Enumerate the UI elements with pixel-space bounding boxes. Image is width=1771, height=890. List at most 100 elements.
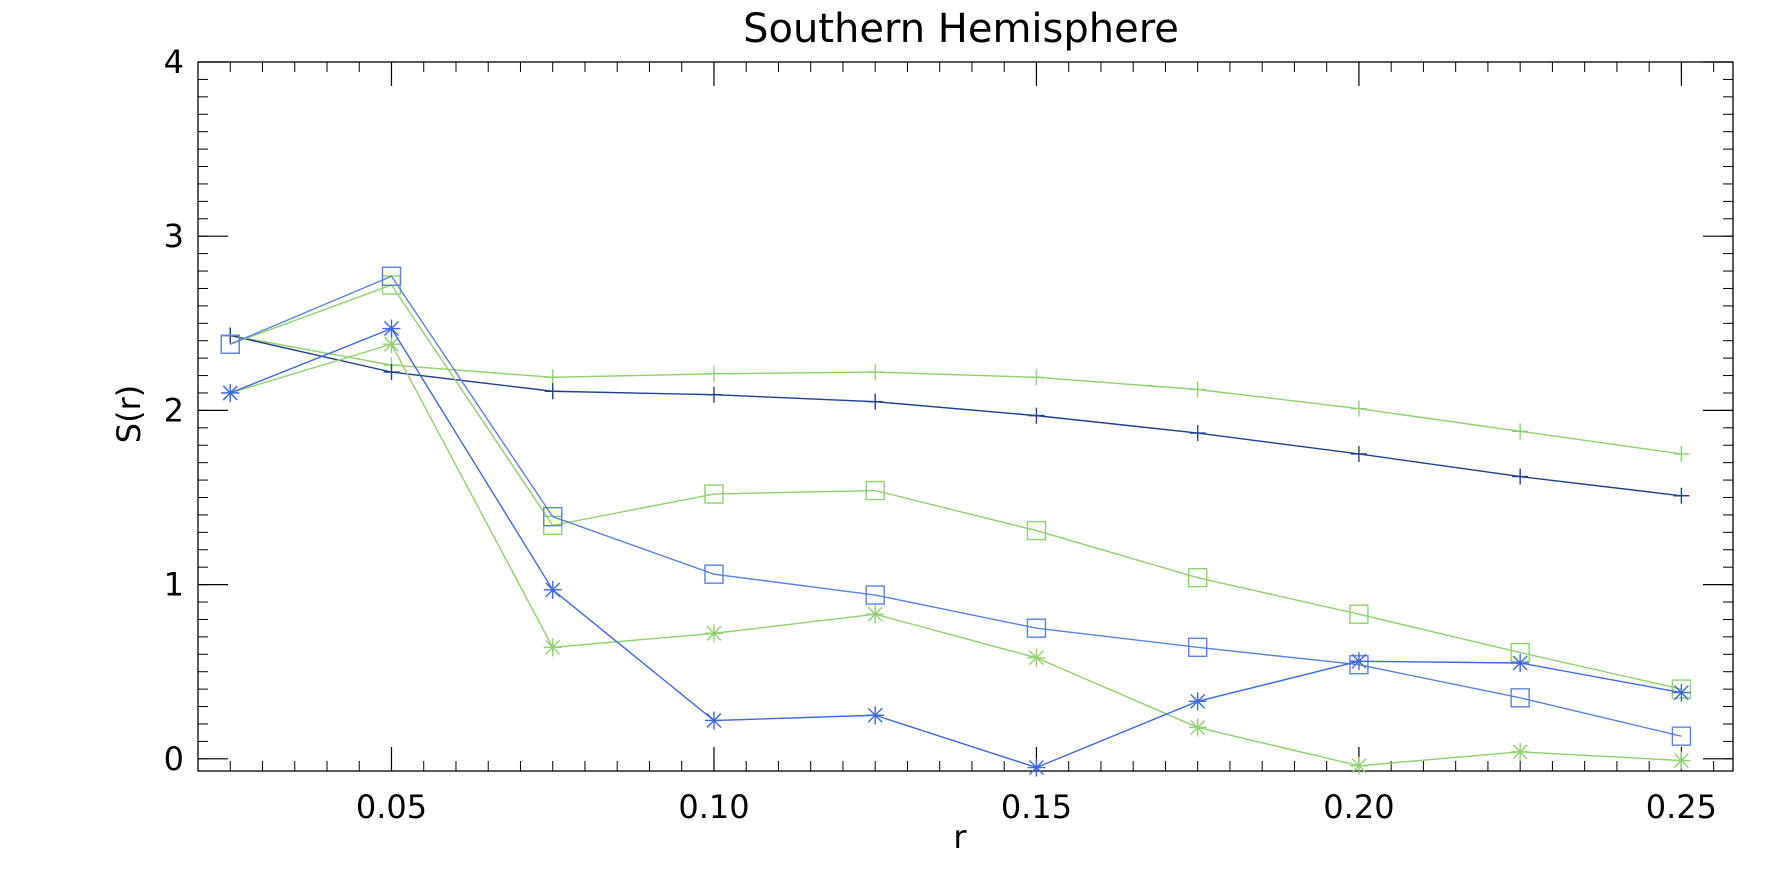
series-4	[221, 335, 1691, 775]
chart-title: Southern Hemisphere	[743, 6, 1179, 52]
marker-square	[704, 484, 724, 504]
data-point-plus	[1350, 445, 1367, 462]
marker-square	[865, 585, 885, 605]
marker-stroke	[1673, 685, 1689, 701]
x-tick-label: 0.20	[1323, 788, 1394, 826]
x-axis-label: r	[953, 818, 967, 856]
data-point-plus	[544, 383, 561, 400]
data-point-asterisk	[704, 711, 723, 730]
y-tick-label: 2	[164, 391, 184, 429]
series-layer	[220, 266, 1692, 777]
y-tick-label: 0	[164, 740, 184, 778]
data-point-asterisk	[866, 605, 885, 624]
marker-stroke	[1351, 758, 1367, 774]
data-point-plus	[1189, 425, 1206, 442]
data-point-asterisk	[382, 319, 401, 338]
series-line	[230, 334, 1682, 455]
y-tick-label: 4	[164, 43, 184, 81]
marker-stroke	[867, 707, 883, 723]
marker-stroke	[1512, 744, 1528, 760]
data-point-square	[1026, 520, 1047, 541]
marker-square	[704, 564, 724, 584]
data-point-square	[1187, 637, 1208, 658]
data-point-asterisk	[382, 335, 401, 354]
data-point-asterisk	[1511, 653, 1530, 672]
marker-stroke	[545, 639, 561, 655]
series-3	[220, 266, 1692, 746]
marker-stroke	[1512, 655, 1528, 671]
marker-square	[1026, 520, 1047, 541]
y-axis-label: S(r)	[110, 385, 148, 443]
data-point-asterisk	[866, 706, 885, 725]
marker-stroke	[1028, 650, 1044, 666]
marker-square	[220, 334, 240, 354]
series-line	[229, 327, 1682, 769]
marker-square	[1187, 637, 1208, 658]
marker-stroke	[1190, 719, 1206, 735]
data-point-asterisk	[1511, 742, 1530, 761]
data-point-asterisk	[221, 383, 240, 402]
data-point-square	[1510, 688, 1530, 708]
data-point-asterisk	[1349, 652, 1368, 671]
data-point-square	[1349, 604, 1369, 624]
data-point-square	[865, 585, 885, 605]
series-1	[222, 327, 1690, 504]
marker-square	[543, 506, 563, 527]
x-tick-label: 0.10	[678, 788, 749, 826]
marker-square	[1510, 688, 1530, 708]
marker-stroke	[1351, 653, 1367, 669]
series-line	[230, 284, 1682, 690]
series-0	[222, 327, 1690, 462]
data-point-asterisk	[1349, 756, 1368, 775]
series-5	[221, 319, 1691, 777]
data-point-asterisk	[543, 580, 562, 599]
marker-stroke	[383, 321, 399, 337]
data-point-square	[704, 564, 724, 584]
data-point-plus	[1512, 468, 1529, 485]
data-point-plus	[1028, 369, 1045, 386]
data-point-asterisk	[1027, 648, 1046, 667]
data-point-plus	[1189, 381, 1206, 398]
marker-stroke	[1190, 693, 1206, 709]
marker-stroke	[222, 385, 238, 401]
y-tick-label: 1	[164, 566, 184, 604]
data-point-plus	[867, 364, 884, 381]
data-point-asterisk	[543, 638, 562, 657]
marker-stroke	[706, 712, 722, 728]
data-point-asterisk	[1672, 751, 1691, 770]
marker-stroke	[867, 606, 883, 622]
x-tick-label: 0.05	[356, 788, 427, 826]
data-point-square	[1187, 567, 1208, 588]
series-2	[220, 275, 1692, 699]
data-point-asterisk	[1027, 758, 1046, 777]
plot-frame	[197, 61, 1734, 772]
data-point-plus	[383, 364, 400, 381]
data-point-plus	[544, 369, 561, 386]
data-point-plus	[1673, 487, 1690, 504]
marker-stroke	[383, 336, 399, 352]
marker-square	[1187, 567, 1208, 588]
marker-stroke	[545, 582, 561, 598]
data-point-plus	[705, 386, 722, 403]
marker-square	[1026, 618, 1047, 638]
data-point-plus	[1673, 445, 1690, 462]
marker-square	[1349, 604, 1369, 624]
data-point-asterisk	[1188, 718, 1207, 737]
series-line	[230, 343, 1682, 767]
x-tick-label: 0.15	[1001, 788, 1072, 826]
marker-stroke	[1673, 753, 1689, 769]
data-point-square	[1671, 726, 1692, 746]
data-point-plus	[1028, 407, 1045, 424]
data-point-asterisk	[704, 624, 723, 643]
data-point-square	[220, 334, 240, 354]
data-point-plus	[1512, 423, 1529, 440]
data-point-square	[381, 266, 402, 286]
marker-stroke	[1028, 760, 1044, 776]
marker-square	[381, 266, 402, 286]
data-point-plus	[705, 365, 722, 382]
marker-square	[865, 480, 885, 501]
data-point-square	[865, 480, 885, 501]
marker-stroke	[706, 625, 722, 641]
